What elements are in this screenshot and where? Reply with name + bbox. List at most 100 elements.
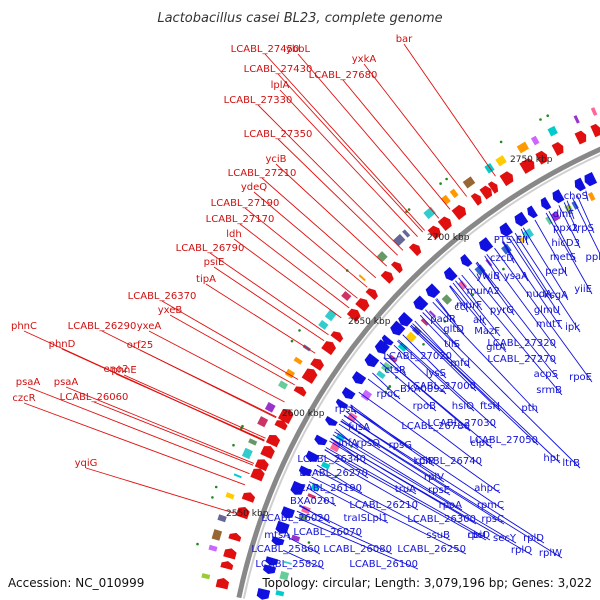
- reverse-label: infA: [339, 438, 359, 449]
- reverse-label: pyrG: [490, 305, 514, 316]
- kbp-position-label: 2550 kbp: [226, 509, 269, 519]
- cog-band-inner: [376, 370, 386, 380]
- cog-band-outer: [324, 309, 337, 322]
- misc-feature-tick: [471, 293, 475, 296]
- forward-gene-arrow: [355, 298, 370, 312]
- leader-line: [139, 349, 277, 418]
- leader-line: [419, 314, 471, 369]
- leader-line: [386, 353, 407, 376]
- reverse-label: LCABL_26300: [407, 514, 476, 525]
- leader-line: [23, 402, 246, 486]
- forward-gene-arrow: [235, 507, 250, 520]
- forward-label: yciB: [265, 154, 286, 165]
- reverse-label: metS: [550, 252, 576, 263]
- cog-band-outer: [278, 380, 288, 390]
- position-labels: 2750 kbp 2700 kbp 2650 kbp 2600 kbp 2550 kbp: [226, 155, 553, 519]
- reverse-label: ltrB: [562, 458, 580, 469]
- leader-line: [343, 415, 545, 544]
- reverse-label: rpsI: [467, 530, 486, 541]
- leader-line: [461, 274, 563, 396]
- kbp-position-label: 2650 kbp: [348, 317, 391, 327]
- reverse-label: dinF: [553, 209, 574, 220]
- accession-label: Accession: NC_010999: [8, 576, 144, 590]
- forward-gene-arrow: [590, 123, 600, 138]
- reverse-gene-arrow: [574, 177, 586, 192]
- leader-line: [340, 420, 505, 525]
- leader-line: [335, 428, 359, 449]
- reverse-label: srmB: [536, 385, 562, 396]
- forward-gene-arrow: [470, 193, 482, 206]
- leader-line: [558, 205, 581, 249]
- forward-gene-arrow: [487, 181, 499, 194]
- cog-band-inner: [310, 482, 321, 492]
- reverse-gene-arrow: [325, 415, 338, 426]
- leader-line: [435, 299, 465, 335]
- leader-line: [563, 202, 579, 234]
- reverse-label: pepI: [545, 266, 567, 277]
- forward-label: LCABL_26790: [176, 243, 245, 254]
- forward-gene-arrow: [346, 308, 361, 322]
- leader-line: [244, 207, 358, 299]
- forward-gene-arrow: [250, 468, 265, 482]
- reverse-label: ysaA: [504, 271, 528, 282]
- forward-label: LCABL_27330: [224, 95, 293, 106]
- leader-line: [576, 195, 595, 234]
- leader-line: [383, 357, 493, 449]
- reverse-label: ywiB: [476, 271, 500, 282]
- reverse-gene-arrow: [314, 434, 328, 446]
- reverse-label: rplO: [511, 545, 532, 556]
- reverse-label: MazF: [474, 326, 500, 337]
- cog-band-inner: [457, 280, 468, 290]
- forward-label: ydeQ: [241, 182, 267, 193]
- cog-band-outer: [495, 155, 507, 167]
- cog-band-inner: [441, 294, 453, 305]
- reverse-label: LCABL_27320: [487, 338, 556, 349]
- reverse-label: glmU: [534, 305, 560, 316]
- cog-band-inner: [522, 228, 534, 240]
- reverse-gene-arrow: [298, 465, 313, 476]
- reverse-gene-arrow: [413, 295, 429, 311]
- misc-feature-tick: [443, 320, 447, 323]
- cog-band-inner: [307, 493, 316, 500]
- leader-line: [410, 324, 539, 446]
- misc-feature-tick: [499, 140, 503, 144]
- reverse-label: LCABL_26190: [293, 483, 362, 494]
- leader-line: [534, 219, 568, 277]
- reverse-label: rpsL: [335, 404, 357, 415]
- kbp-position-label: 2600 kbp: [282, 409, 325, 419]
- cog-band-inner: [275, 590, 285, 597]
- leader-line: [372, 372, 401, 400]
- reverse-gene-arrow: [271, 536, 285, 546]
- leader-line: [287, 536, 321, 555]
- reverse-gene-arrow: [499, 222, 513, 237]
- cog-band-outer: [233, 473, 242, 479]
- reverse-gene-arrow: [335, 398, 349, 409]
- reverse-gene-arrow: [478, 237, 494, 252]
- reverse-label: rpsG: [389, 440, 412, 451]
- reverse-label: rpsE: [428, 485, 450, 496]
- misc-feature-tick: [304, 549, 308, 552]
- reverse-gene-arrow: [390, 320, 406, 336]
- forward-label: LCABL_26370: [128, 291, 197, 302]
- leader-line: [316, 464, 363, 494]
- reverse-gene-arrow: [443, 266, 458, 282]
- misc-feature-tick: [232, 443, 235, 447]
- forward-gene-arrow: [479, 185, 493, 200]
- forward-gene-arrow: [310, 358, 324, 371]
- leader-line: [514, 232, 581, 333]
- leader-line: [297, 53, 440, 219]
- reverse-gene-arrow: [527, 205, 538, 219]
- reverse-gene-arrow: [275, 520, 290, 534]
- leader-line: [502, 241, 563, 330]
- reverse-label: ftsH: [480, 401, 500, 412]
- forward-label: phnC: [11, 321, 37, 332]
- cog-band-outer: [547, 125, 558, 137]
- cog-band-inner: [397, 342, 408, 352]
- reverse-label: hpt: [543, 453, 560, 464]
- forward-gene-arrow: [241, 492, 256, 503]
- reverse-label: ipk: [565, 322, 580, 333]
- leader-line: [288, 533, 291, 541]
- leader-line: [449, 285, 469, 313]
- misc-feature-tick: [211, 496, 214, 499]
- misc-feature-tick: [407, 208, 411, 211]
